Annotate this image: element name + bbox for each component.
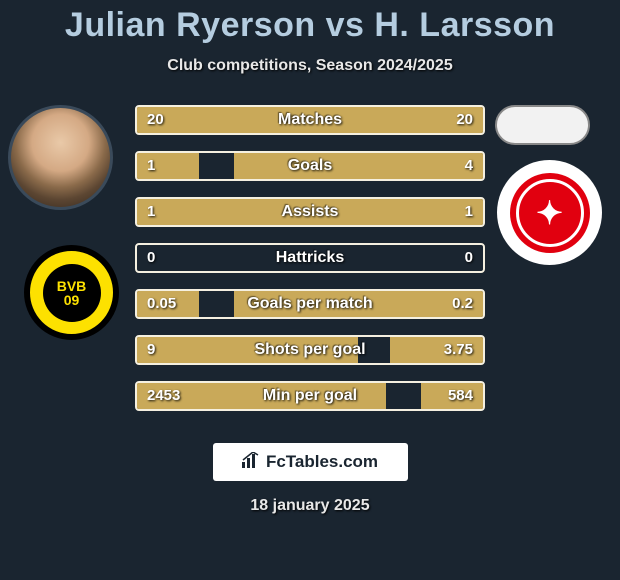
stat-label: Min per goal (137, 383, 483, 409)
club-left-text-top: BVB (57, 279, 87, 293)
brand-text: FcTables.com (266, 452, 378, 472)
stat-row: 93.75Shots per goal (135, 335, 485, 365)
club-left-text-bottom: 09 (64, 293, 80, 307)
comparison-area: BVB 09 ✦ 2020Matches 14Goals 11Assists 00Ha… (0, 105, 620, 425)
stat-row: 00Hattricks (135, 243, 485, 273)
stat-label: Shots per goal (137, 337, 483, 363)
page-title: Julian Ryerson vs H. Larsson (0, 0, 620, 45)
player-left-avatar (8, 105, 113, 210)
club-left-badge-inner: BVB 09 (43, 264, 101, 322)
club-left-badge: BVB 09 (24, 245, 119, 340)
stat-row: 11Assists (135, 197, 485, 227)
brand-badge: FcTables.com (213, 443, 408, 481)
stats-list: 2020Matches 14Goals 11Assists 00Hattricks 0.… (135, 105, 485, 427)
player-right-avatar (495, 105, 590, 145)
stat-row: 0.050.2Goals per match (135, 289, 485, 319)
chart-icon (242, 452, 260, 472)
stat-label: Hattricks (137, 245, 483, 271)
stat-label: Matches (137, 107, 483, 133)
stat-label: Goals (137, 153, 483, 179)
stat-row: 2020Matches (135, 105, 485, 135)
club-right-badge: ✦ (497, 160, 602, 265)
stat-row: 14Goals (135, 151, 485, 181)
date-label: 18 january 2025 (0, 497, 620, 515)
subtitle: Club competitions, Season 2024/2025 (0, 57, 620, 75)
stat-row: 2453584Min per goal (135, 381, 485, 411)
club-right-badge-inner: ✦ (510, 173, 590, 253)
stat-label: Assists (137, 199, 483, 225)
club-right-glyph: ✦ (536, 194, 563, 232)
stat-label: Goals per match (137, 291, 483, 317)
